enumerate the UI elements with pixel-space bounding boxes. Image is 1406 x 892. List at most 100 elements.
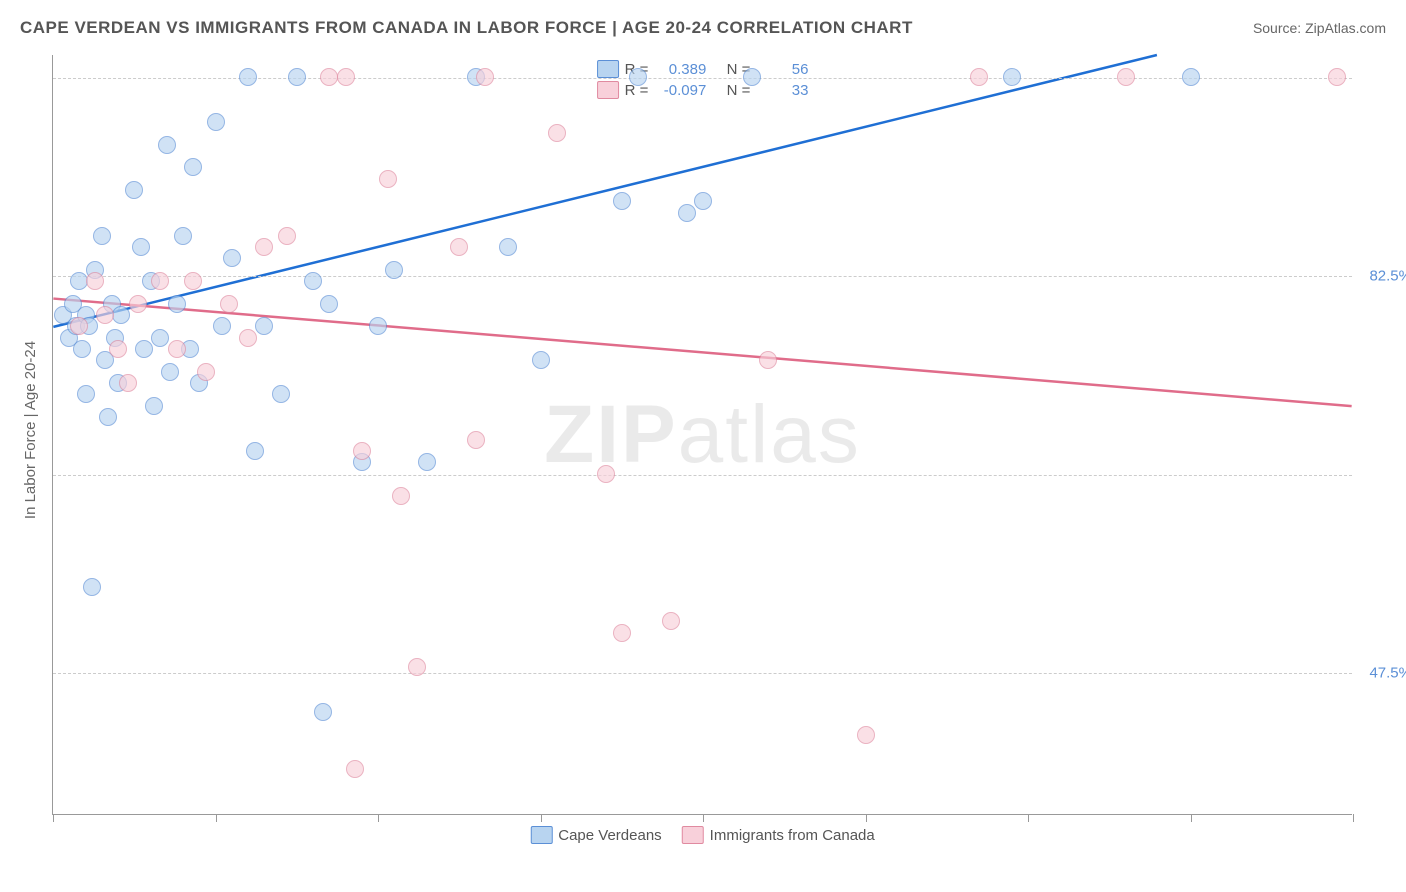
data-point bbox=[255, 238, 273, 256]
legend-swatch bbox=[682, 826, 704, 844]
gridline-h bbox=[53, 475, 1352, 476]
x-tick bbox=[1028, 814, 1029, 822]
data-point bbox=[132, 238, 150, 256]
data-point bbox=[239, 329, 257, 347]
data-point bbox=[385, 261, 403, 279]
chart-plot-area: ZIPatlas R =0.389 N =56R =-0.097 N =33 C… bbox=[52, 55, 1352, 815]
data-point bbox=[597, 465, 615, 483]
data-point bbox=[184, 158, 202, 176]
data-point bbox=[83, 578, 101, 596]
data-point bbox=[532, 351, 550, 369]
data-point bbox=[369, 317, 387, 335]
data-point bbox=[99, 408, 117, 426]
data-point bbox=[145, 397, 163, 415]
data-point bbox=[151, 272, 169, 290]
data-point bbox=[320, 295, 338, 313]
data-point bbox=[1328, 68, 1346, 86]
x-tick bbox=[216, 814, 217, 822]
data-point bbox=[613, 624, 631, 642]
legend-swatch bbox=[597, 60, 619, 78]
data-point bbox=[662, 612, 680, 630]
x-tick bbox=[866, 814, 867, 822]
data-point bbox=[168, 340, 186, 358]
legend-series-item: Cape Verdeans bbox=[530, 826, 661, 844]
x-tick bbox=[1353, 814, 1354, 822]
data-point bbox=[476, 68, 494, 86]
data-point bbox=[119, 374, 137, 392]
y-tick-label: 47.5% bbox=[1357, 665, 1406, 682]
data-point bbox=[467, 431, 485, 449]
data-point bbox=[613, 192, 631, 210]
data-point bbox=[197, 363, 215, 381]
data-point bbox=[86, 272, 104, 290]
data-point bbox=[1182, 68, 1200, 86]
legend-swatch bbox=[530, 826, 552, 844]
data-point bbox=[70, 317, 88, 335]
data-point bbox=[392, 487, 410, 505]
data-point bbox=[220, 295, 238, 313]
x-tick bbox=[1191, 814, 1192, 822]
data-point bbox=[184, 272, 202, 290]
legend-correlation: R =0.389 N =56R =-0.097 N =33 bbox=[589, 55, 817, 104]
legend-series: Cape Verdeans Immigrants from Canada bbox=[530, 826, 874, 844]
data-point bbox=[161, 363, 179, 381]
r-value: -0.097 bbox=[654, 82, 706, 99]
chart-title: CAPE VERDEAN VS IMMIGRANTS FROM CANADA I… bbox=[20, 18, 913, 38]
data-point bbox=[353, 442, 371, 460]
data-point bbox=[246, 442, 264, 460]
r-value: 0.389 bbox=[654, 61, 706, 78]
data-point bbox=[759, 351, 777, 369]
data-point bbox=[168, 295, 186, 313]
y-axis-label: In Labor Force | Age 20-24 bbox=[22, 341, 39, 519]
x-tick bbox=[703, 814, 704, 822]
data-point bbox=[213, 317, 231, 335]
data-point bbox=[239, 68, 257, 86]
data-point bbox=[694, 192, 712, 210]
data-point bbox=[112, 306, 130, 324]
data-point bbox=[970, 68, 988, 86]
data-point bbox=[548, 124, 566, 142]
data-point bbox=[288, 68, 306, 86]
data-point bbox=[151, 329, 169, 347]
data-point bbox=[304, 272, 322, 290]
data-point bbox=[223, 249, 241, 267]
legend-stat-row: R =-0.097 N =33 bbox=[597, 81, 809, 99]
trend-lines bbox=[53, 55, 1352, 814]
data-point bbox=[857, 726, 875, 744]
data-point bbox=[272, 385, 290, 403]
legend-swatch bbox=[597, 81, 619, 99]
watermark: ZIPatlas bbox=[544, 388, 861, 482]
data-point bbox=[314, 703, 332, 721]
data-point bbox=[418, 453, 436, 471]
data-point bbox=[379, 170, 397, 188]
data-point bbox=[207, 113, 225, 131]
data-point bbox=[337, 68, 355, 86]
data-point bbox=[1003, 68, 1021, 86]
data-point bbox=[125, 181, 143, 199]
data-point bbox=[109, 340, 127, 358]
gridline-h bbox=[53, 673, 1352, 674]
n-value: 56 bbox=[756, 61, 808, 78]
gridline-h bbox=[53, 276, 1352, 277]
data-point bbox=[743, 68, 761, 86]
data-point bbox=[499, 238, 517, 256]
data-point bbox=[450, 238, 468, 256]
trend-line bbox=[53, 299, 1351, 407]
data-point bbox=[129, 295, 147, 313]
legend-series-label: Immigrants from Canada bbox=[710, 827, 875, 844]
data-point bbox=[93, 227, 111, 245]
data-point bbox=[408, 658, 426, 676]
data-point bbox=[346, 760, 364, 778]
source-attribution: Source: ZipAtlas.com bbox=[1253, 20, 1386, 36]
legend-series-item: Immigrants from Canada bbox=[682, 826, 875, 844]
data-point bbox=[174, 227, 192, 245]
data-point bbox=[1117, 68, 1135, 86]
data-point bbox=[135, 340, 153, 358]
data-point bbox=[73, 340, 91, 358]
data-point bbox=[255, 317, 273, 335]
data-point bbox=[77, 385, 95, 403]
x-tick bbox=[541, 814, 542, 822]
data-point bbox=[278, 227, 296, 245]
data-point bbox=[678, 204, 696, 222]
x-tick bbox=[53, 814, 54, 822]
